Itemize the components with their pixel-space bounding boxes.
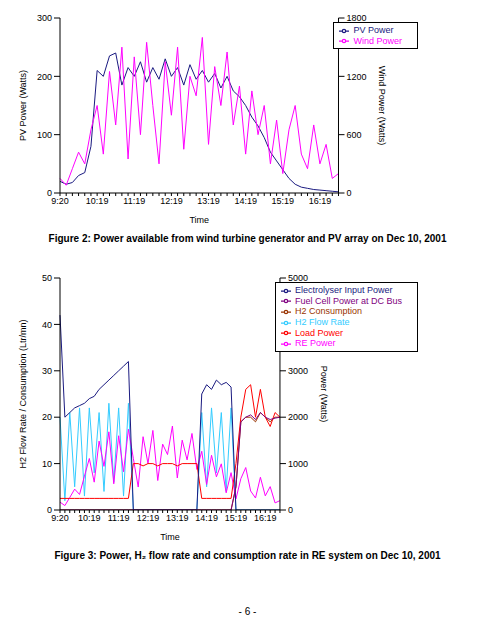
svg-text:9:20: 9:20 xyxy=(51,196,69,206)
svg-text:0: 0 xyxy=(346,188,351,198)
svg-text:H2 Flow Rate / Consumption (Lt: H2 Flow Rate / Consumption (Ltr/mn) xyxy=(18,319,28,468)
svg-text:600: 600 xyxy=(346,130,361,140)
svg-text:300: 300 xyxy=(37,13,52,23)
svg-text:Time: Time xyxy=(160,532,180,540)
svg-text:40: 40 xyxy=(42,320,52,330)
svg-text:1800: 1800 xyxy=(346,13,366,23)
svg-text:10:19: 10:19 xyxy=(86,196,109,206)
svg-text:200: 200 xyxy=(37,72,52,82)
svg-text:13:19: 13:19 xyxy=(166,513,189,523)
svg-text:12:19: 12:19 xyxy=(137,513,160,523)
svg-text:5000: 5000 xyxy=(288,273,308,283)
svg-text:Wind Power (Watts): Wind Power (Watts) xyxy=(377,66,387,146)
svg-text:11:19: 11:19 xyxy=(123,196,145,206)
svg-text:14:19: 14:19 xyxy=(195,513,218,523)
svg-text:20: 20 xyxy=(42,412,52,422)
svg-text:2000: 2000 xyxy=(288,412,308,422)
svg-text:0: 0 xyxy=(288,505,293,515)
svg-text:PV Power (Watts): PV Power (Watts) xyxy=(18,70,28,141)
svg-text:13:19: 13:19 xyxy=(197,196,220,206)
svg-text:1000: 1000 xyxy=(288,459,308,469)
svg-text:0: 0 xyxy=(47,188,52,198)
svg-text:16:19: 16:19 xyxy=(254,513,277,523)
svg-text:10:19: 10:19 xyxy=(78,513,101,523)
svg-text:16:19: 16:19 xyxy=(309,196,332,206)
svg-text:15:19: 15:19 xyxy=(225,513,248,523)
svg-text:100: 100 xyxy=(37,130,52,140)
svg-text:Power (Watts): Power (Watts) xyxy=(319,366,329,423)
svg-text:14:19: 14:19 xyxy=(234,196,257,206)
svg-text:15:19: 15:19 xyxy=(272,196,295,206)
svg-text:12:19: 12:19 xyxy=(160,196,183,206)
svg-text:50: 50 xyxy=(42,273,52,283)
svg-text:9:20: 9:20 xyxy=(51,513,69,523)
svg-text:3000: 3000 xyxy=(288,366,308,376)
svg-text:30: 30 xyxy=(42,366,52,376)
svg-text:11:19: 11:19 xyxy=(108,513,130,523)
svg-text:Time: Time xyxy=(189,215,209,223)
svg-text:4000: 4000 xyxy=(288,320,308,330)
svg-text:10: 10 xyxy=(42,459,52,469)
svg-text:0: 0 xyxy=(47,505,52,515)
svg-text:1200: 1200 xyxy=(346,72,366,82)
